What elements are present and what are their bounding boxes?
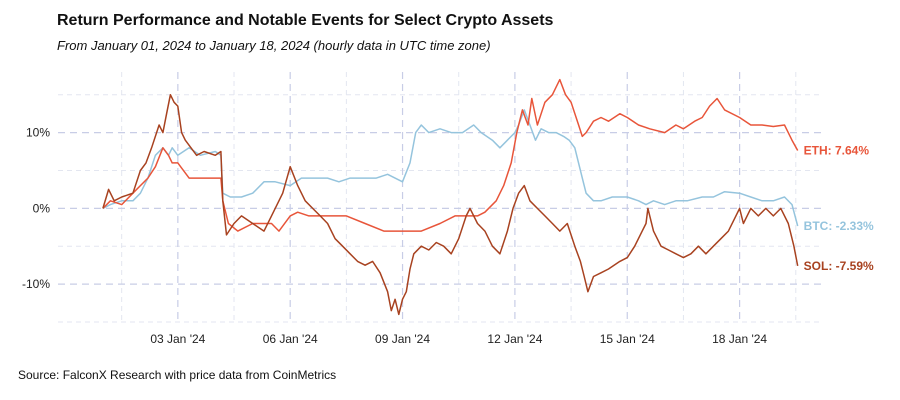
x-tick-label: 15 Jan '24 [600,332,655,346]
chart-subtitle: From January 01, 2024 to January 18, 202… [57,38,491,53]
series-line-eth [102,78,799,232]
x-tick-label: 06 Jan '24 [263,332,318,346]
x-tick-label: 09 Jan '24 [375,332,430,346]
axis-layer: 03 Jan '24 06 Jan '24 09 Jan '24 12 Jan '24… [22,126,767,346]
end-label-btc: BTC: -2.33% [804,219,874,233]
x-tick-label: 12 Jan '24 [487,332,542,346]
x-tick-label: 18 Jan '24 [712,332,767,346]
y-tick-label: 10% [26,126,50,140]
y-tick-label: -10% [22,277,50,291]
series-line-sol [102,93,799,316]
chart-source: Source: FalconX Research with price data… [18,368,337,382]
x-tick-label: 03 Jan '24 [150,332,205,346]
chart-title: Return Performance and Notable Events fo… [57,12,554,29]
end-label-layer: ETH: 7.64% BTC: -2.33% SOL: -7.59% [804,143,874,272]
series-layer [102,78,799,316]
end-label-sol: SOL: -7.59% [804,259,874,273]
grid-layer [58,72,822,323]
end-label-eth: ETH: 7.64% [804,143,870,157]
y-tick-label: 0% [33,201,51,215]
